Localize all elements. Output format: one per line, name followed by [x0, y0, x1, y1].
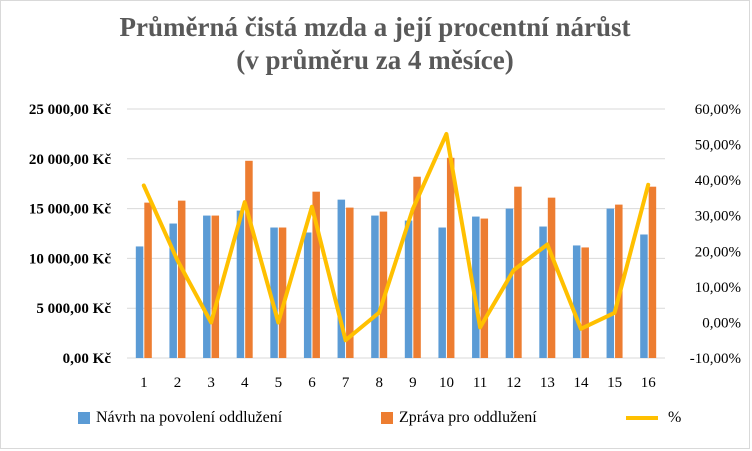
legend-label-series1: Návrh na povolení oddlužení — [96, 409, 283, 426]
x-tick-label: 16 — [641, 375, 657, 391]
legend-swatch-series1 — [78, 412, 90, 424]
legend-line-series3 — [626, 416, 658, 420]
y-left-tick-label: 5 000,00 Kč — [36, 301, 111, 317]
bar-series1 — [337, 199, 346, 358]
x-tick-label: 5 — [275, 375, 283, 391]
bar-series1 — [371, 215, 379, 358]
chart-title-line1: Průměrná čistá mzda a její procentní nár… — [119, 12, 631, 42]
bar-series2 — [413, 176, 421, 358]
x-tick-label: 3 — [207, 375, 215, 391]
x-tick-label: 12 — [506, 375, 521, 391]
y-left-tick-label: 15 000,00 Kč — [29, 202, 111, 218]
bar-series1 — [203, 215, 211, 358]
bar-series1 — [505, 208, 514, 358]
y-left-tick-label: 10 000,00 Kč — [29, 251, 111, 267]
legend-swatch-series2 — [381, 412, 393, 424]
x-tick-label: 10 — [439, 375, 454, 391]
bar-series1 — [606, 208, 615, 358]
x-tick-label: 1 — [140, 375, 148, 391]
bar-series2 — [581, 247, 589, 358]
bar-series1 — [404, 220, 413, 358]
x-tick-label: 8 — [375, 375, 383, 391]
bar-series2 — [480, 218, 489, 358]
x-tick-label: 14 — [573, 375, 589, 391]
line-series3 — [141, 131, 651, 343]
bar-series1 — [169, 223, 177, 358]
x-tick-label: 4 — [241, 375, 249, 391]
chart-legend: Návrh na povolení oddlužení Zpráva pro o… — [1, 409, 749, 431]
x-tick-label: 15 — [607, 375, 622, 391]
bar-series2 — [379, 211, 388, 358]
legend-label-series2: Zpráva pro oddlužení — [399, 409, 537, 426]
chart-title-line2: (v průměru za 4 měsíce) — [236, 45, 514, 75]
legend-label-series3: % — [668, 409, 682, 426]
bar-series1 — [572, 245, 581, 358]
x-tick-label: 9 — [409, 375, 417, 391]
bar-series1 — [640, 234, 648, 358]
bar-series2 — [177, 200, 186, 358]
bar-series2 — [615, 204, 623, 358]
legend-item-series2: Zpráva pro oddlužení — [381, 409, 537, 427]
y-left-tick-label: 25 000,00 Kč — [29, 102, 111, 118]
y-right-tick-label: -10,00% — [690, 351, 741, 367]
bar-series1 — [236, 210, 245, 358]
x-tick-label: 13 — [540, 375, 555, 391]
x-tick-label: 11 — [473, 375, 487, 391]
bar-series2 — [648, 186, 657, 358]
y-right-tick-label: 30,00% — [695, 209, 741, 225]
bar-series1 — [472, 216, 480, 358]
x-tick-label: 7 — [342, 375, 350, 391]
y-right-tick-label: 60,00% — [695, 102, 741, 118]
y-right-tick-label: 40,00% — [695, 173, 741, 189]
legend-item-series3: % — [626, 409, 681, 427]
bar-series1 — [270, 227, 278, 358]
bar-series2 — [312, 191, 320, 358]
y-right-tick-label: 10,00% — [695, 280, 741, 296]
bar-series2 — [211, 215, 220, 358]
bar-series2 — [346, 207, 354, 358]
bar-series2 — [514, 186, 522, 358]
bar-series1 — [303, 232, 312, 358]
bar-series2 — [446, 157, 455, 358]
bar-series1 — [539, 226, 547, 358]
chart-title: Průměrná čistá mzda a její procentní nár… — [1, 11, 749, 77]
y-left-tick-label: 0,00 Kč — [63, 351, 112, 367]
bar-series2 — [245, 160, 253, 358]
bar-series1 — [135, 246, 144, 358]
y-right-tick-label: 20,00% — [695, 244, 741, 260]
y-right-tick-label: 50,00% — [695, 138, 741, 154]
x-tick-label: 2 — [174, 375, 182, 391]
bar-series2 — [278, 227, 287, 358]
bar-series1 — [438, 227, 446, 358]
bar-series2 — [547, 197, 556, 358]
y-right-tick-label: 0,00% — [702, 315, 741, 331]
legend-item-series1: Návrh na povolení oddlužení — [78, 409, 282, 427]
bar-series2 — [144, 202, 152, 358]
y-left-tick-label: 20 000,00 Kč — [29, 152, 111, 168]
x-tick-label: 6 — [308, 375, 316, 391]
